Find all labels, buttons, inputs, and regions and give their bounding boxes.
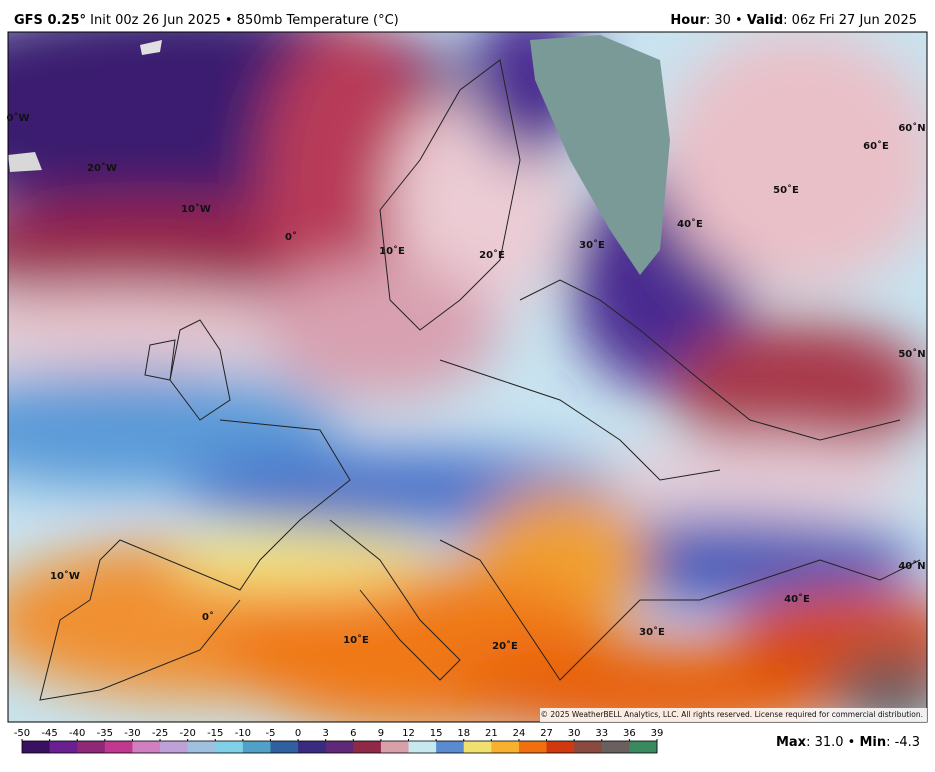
colorbar-tick-label: 21 xyxy=(485,728,498,739)
colorbar-segment xyxy=(49,741,78,753)
grid-label: 0˚W xyxy=(7,112,30,124)
stats: Max: 31.0 • Min: -4.3 xyxy=(776,735,920,750)
bold-text: GFS 0.25° xyxy=(14,13,86,28)
colorbar-segment xyxy=(22,741,51,753)
colorbar: -50 -45 -40 -35 -30 -25 -20 -15 -10 -5 0 3 6 9 12 15 18 2… xyxy=(14,728,664,754)
sea-ice-region xyxy=(530,35,670,275)
colorbar-segment xyxy=(491,741,520,753)
colorbar-segment xyxy=(187,741,216,753)
colorbar-frame xyxy=(21,740,658,754)
text: : 31.0 • xyxy=(806,735,859,750)
grid-label: 10˚W xyxy=(50,570,80,582)
colorbar-tick-label: -35 xyxy=(97,728,113,739)
header-right: Hour: 30 • Valid: 06z Fri 27 Jun 2025 xyxy=(670,13,917,28)
coastlines xyxy=(39,59,921,701)
colorbar-segment xyxy=(629,741,658,753)
colorbar-segment xyxy=(380,741,410,753)
grid-label: 50˚E xyxy=(773,184,799,196)
colorbar-tick-label: -20 xyxy=(179,728,195,739)
grid-label: 20˚E xyxy=(492,640,518,652)
colorbar-tick-label: 0 xyxy=(295,728,301,739)
bold-text: Valid xyxy=(747,13,783,28)
colorbar-tick-label: 18 xyxy=(457,728,470,739)
colorbar-tick-label: 33 xyxy=(595,728,608,739)
grid-label: 50˚N xyxy=(898,348,925,360)
island xyxy=(8,152,42,172)
colorbar-tick-label: 27 xyxy=(540,728,553,739)
colorbar-tick-label: -40 xyxy=(69,728,85,739)
colorbar-tick-label: -50 xyxy=(14,728,30,739)
map-labels: 0˚W 20˚W 10˚W 0˚ 10˚E 20˚E 30˚E 40˚E 50˚E 60˚E 60˚… xyxy=(7,112,927,722)
grid-label: 20˚W xyxy=(87,162,117,174)
grid-label: 40˚N xyxy=(898,560,925,572)
colorbar-segment xyxy=(270,741,299,753)
copyright-bg xyxy=(540,708,927,722)
grid-label: 40˚E xyxy=(784,593,810,605)
text: Init 00z 26 Jun 2025 • 850mb Temperature… xyxy=(86,13,399,28)
colorbar-segment xyxy=(160,741,189,753)
colorbar-tick-label: 12 xyxy=(402,728,415,739)
header-text: GFS 0.25° Init 00z 26 Jun 2025 • 850mb T… xyxy=(14,13,399,28)
colorbar-segment xyxy=(436,741,465,753)
grid-label: 30˚E xyxy=(639,626,665,638)
colorbar-segment xyxy=(518,741,548,753)
grid-label: 40˚E xyxy=(677,218,703,230)
colorbar-segment xyxy=(77,741,106,753)
grid-label: 10˚W xyxy=(181,203,211,215)
colorbar-tick-label: 9 xyxy=(378,728,384,739)
map-frame xyxy=(7,31,928,723)
header-left: GFS 0.25° Init 00z 26 Jun 2025 • 850mb T… xyxy=(14,13,399,28)
colorbar-segment xyxy=(325,741,354,753)
colorbar-tick-label: 39 xyxy=(651,728,664,739)
bold-text: Hour xyxy=(670,13,706,28)
grid-label: 60˚N xyxy=(898,122,925,134)
colorbar-segment xyxy=(408,741,437,753)
colorbar-tick-label: -25 xyxy=(152,728,168,739)
colorbar-tick-label: 3 xyxy=(323,728,329,739)
grid-label: 0˚ xyxy=(202,611,214,623)
grid-label: 10˚E xyxy=(379,245,405,257)
colorbar-tick-label: 24 xyxy=(513,728,526,739)
colorbar-segment xyxy=(132,741,161,753)
colorbar-tick-label: 6 xyxy=(350,728,356,739)
island xyxy=(140,40,162,55)
colorbar-tick-label: -5 xyxy=(265,728,275,739)
colorbar-segment xyxy=(242,741,271,753)
text: : 30 • xyxy=(706,13,747,28)
colorbar-segment xyxy=(601,741,630,753)
bold-text: Max xyxy=(776,735,807,750)
text: : 06z Fri 27 Jun 2025 xyxy=(783,13,917,28)
colorbar-segment xyxy=(215,741,244,753)
colorbar-tick-label: -30 xyxy=(124,728,140,739)
header-text: Hour: 30 • Valid: 06z Fri 27 Jun 2025 xyxy=(670,13,917,28)
bold-text: Min xyxy=(859,735,886,750)
text: : -4.3 xyxy=(886,735,920,750)
header-text: Max: 31.0 • Min: -4.3 xyxy=(776,735,920,750)
colorbar-tick-label: -15 xyxy=(207,728,223,739)
colorbar-tick-label: 36 xyxy=(623,728,636,739)
colorbar-tick-label: -10 xyxy=(235,728,251,739)
grid-label: 10˚E xyxy=(343,634,369,646)
colorbar-segment xyxy=(298,741,327,753)
colorbar-tick-label: 30 xyxy=(568,728,581,739)
colorbar-tick-label: -45 xyxy=(41,728,57,739)
grid-label: 0˚ xyxy=(285,231,297,243)
grid-label: 60˚E xyxy=(863,140,889,152)
colorbar-segment xyxy=(104,741,133,753)
map xyxy=(8,32,927,722)
colorbar-tick-label: 15 xyxy=(430,728,443,739)
grid-label: 20˚E xyxy=(479,249,505,261)
copyright: © 2025 WeatherBELL Analytics, LLC. All r… xyxy=(541,710,923,719)
colorbar-segment xyxy=(546,741,575,753)
colorbar-segment xyxy=(463,741,492,753)
grid-label: 30˚E xyxy=(579,239,605,251)
colorbar-segment xyxy=(574,741,603,753)
colorbar-segment xyxy=(353,741,382,753)
